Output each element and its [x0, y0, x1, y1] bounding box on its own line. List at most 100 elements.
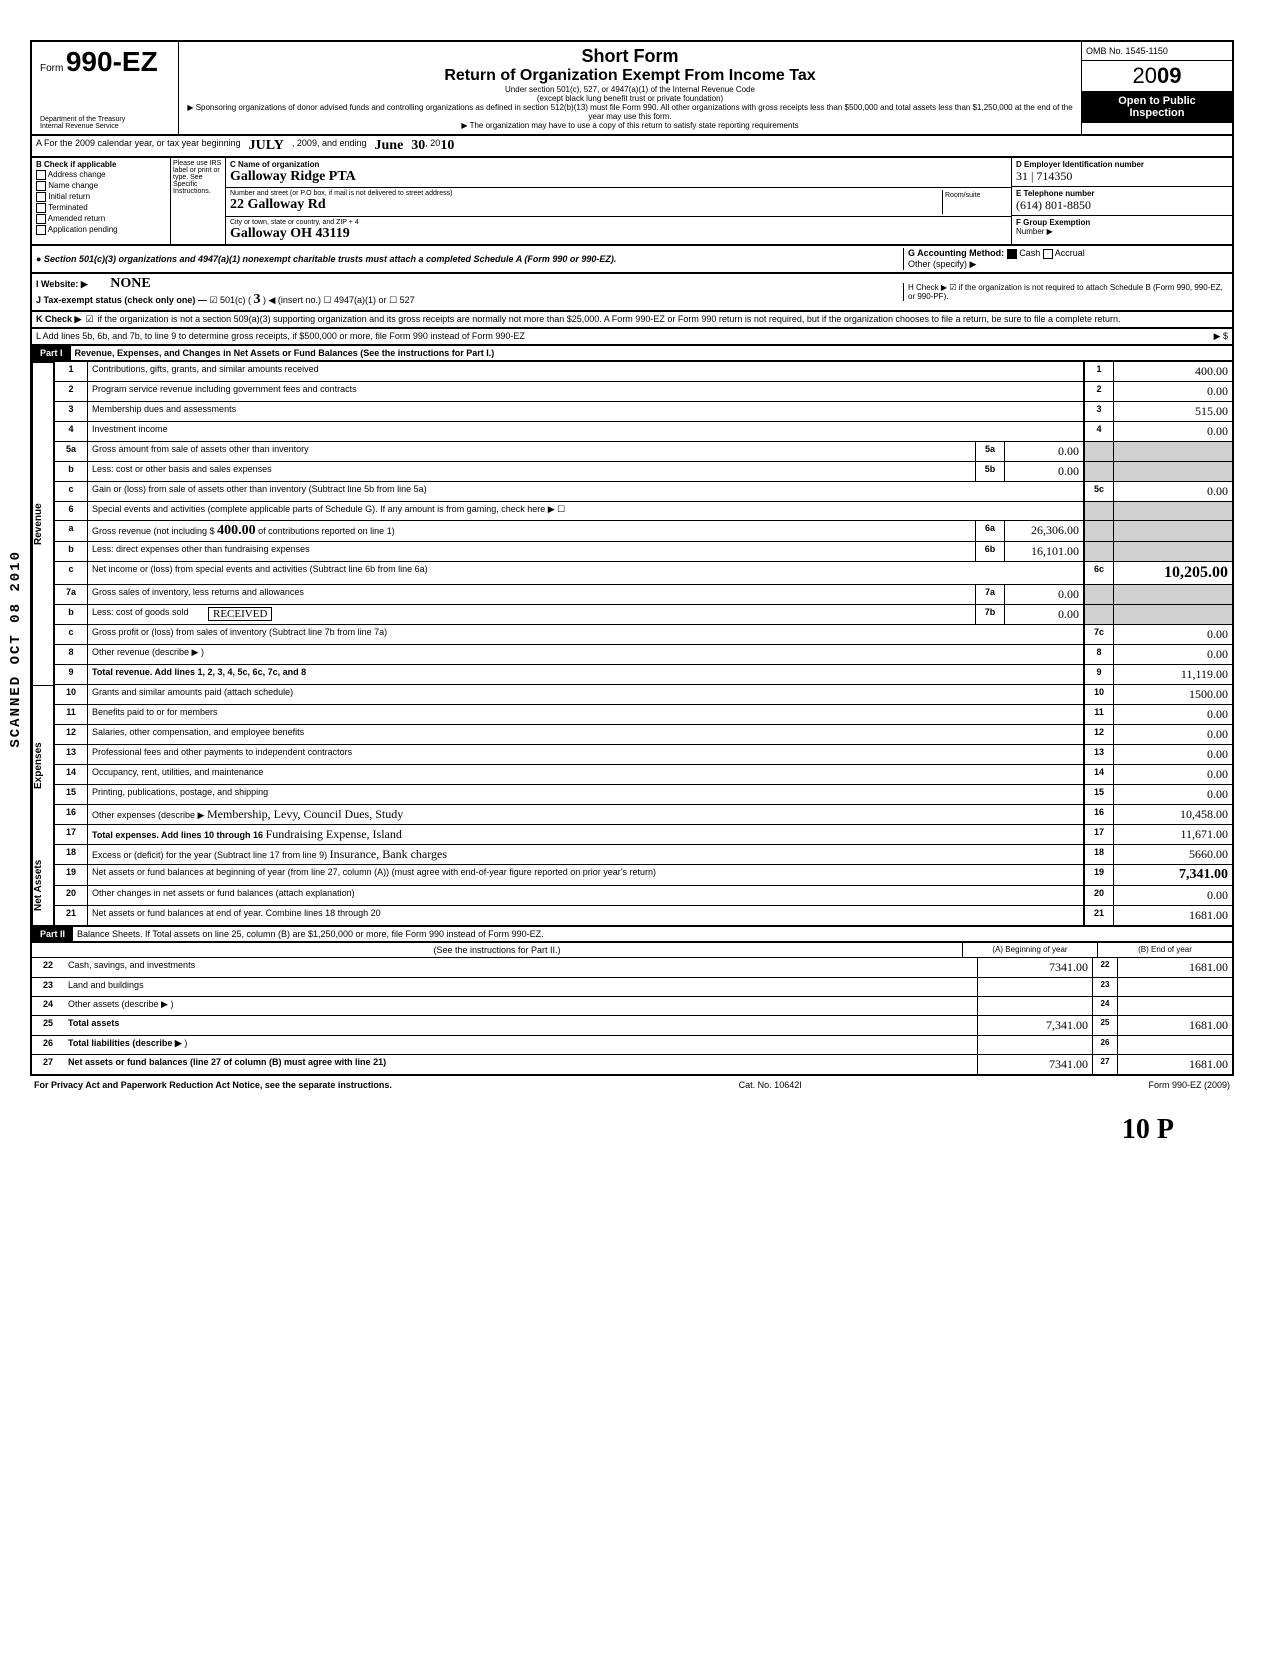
line24-desc: Other assets (describe ▶ [68, 999, 168, 1009]
app-pending: Application pending [48, 225, 118, 234]
line1-num: 1 [55, 362, 88, 381]
line19-desc: Net assets or fund balances at beginning… [88, 865, 1084, 885]
line10-amount: 1500.00 [1114, 685, 1232, 704]
line14-num: 14 [55, 765, 88, 784]
line24-box: 24 [1093, 997, 1118, 1015]
cat-no: Cat. No. 10642I [739, 1080, 802, 1090]
line20-num: 20 [55, 886, 88, 905]
terminated: Terminated [48, 203, 88, 212]
line5a-sub: 5a [975, 442, 1004, 461]
line12-box: 12 [1084, 725, 1114, 744]
line9-amount: 11,119.00 [1114, 665, 1232, 684]
name-change: Name change [48, 181, 98, 190]
j-527: ☐ 527 [389, 295, 415, 305]
line27-a: 7341.00 [978, 1055, 1093, 1074]
line2-num: 2 [55, 382, 88, 401]
begin-date-hw: JULY [249, 138, 284, 154]
address: 22 Galloway Rd [230, 197, 942, 213]
part1-header: Part I Revenue, Expenses, and Changes in… [30, 346, 1234, 362]
inspection: Inspection [1086, 107, 1228, 119]
year-09: 09 [1157, 63, 1181, 88]
line6a-num: a [55, 521, 88, 541]
line8-num: 8 [55, 645, 88, 664]
line6-shaded [1084, 502, 1114, 520]
part2-title: Balance Sheets. If Total assets on line … [73, 927, 548, 941]
line16-hw: Membership, Levy, Council Dues, Study [207, 807, 403, 821]
line6a-sub: 6a [975, 521, 1004, 541]
j-insert: ) ◀ (insert no.) [263, 295, 321, 305]
line7a-desc: Gross sales of inventory, less returns a… [88, 585, 975, 604]
line8-desc: Other revenue (describe ▶ [92, 647, 198, 657]
line3-desc: Membership dues and assessments [88, 402, 1084, 421]
name-change-checkbox[interactable] [36, 181, 46, 191]
line6b-num: b [55, 542, 88, 561]
line5a-subamt: 0.00 [1004, 442, 1084, 461]
form-prefix: Form [40, 63, 63, 74]
section-gh: ● Section 501(c)(3) organizations and 49… [30, 246, 1234, 274]
line26-desc2: ) [184, 1038, 187, 1048]
line16-amount: 10,458.00 [1114, 805, 1232, 824]
line16-box: 16 [1084, 805, 1114, 824]
l-arrow: ▶ $ [1214, 331, 1228, 342]
line6b-shaded [1084, 542, 1114, 561]
privacy-notice: For Privacy Act and Paperwork Reduction … [34, 1080, 392, 1090]
row-a-end-year: , 20 [425, 138, 440, 154]
line15-box: 15 [1084, 785, 1114, 804]
line4-amount: 0.00 [1114, 422, 1232, 441]
line17-box: 17 [1084, 825, 1114, 844]
app-pending-checkbox[interactable] [36, 225, 46, 235]
line7a-shaded [1084, 585, 1114, 604]
line15-desc: Printing, publications, postage, and shi… [88, 785, 1084, 804]
line2-box: 2 [1084, 382, 1114, 401]
line22-b: 1681.00 [1118, 958, 1232, 977]
line10-box: 10 [1084, 685, 1114, 704]
copy-note: ▶ The organization may have to use a cop… [187, 121, 1073, 130]
terminated-checkbox[interactable] [36, 203, 46, 213]
line7c-num: c [55, 625, 88, 644]
line1-box: 1 [1084, 362, 1114, 381]
line23-box: 23 [1093, 978, 1118, 996]
line5c-box: 5c [1084, 482, 1114, 501]
line5c-desc: Gain or (loss) from sale of assets other… [88, 482, 1084, 501]
accrual-checkbox[interactable] [1043, 249, 1053, 259]
line5a-num: 5a [55, 442, 88, 461]
line5b-shaded-amt [1114, 462, 1232, 481]
line10-num: 10 [55, 685, 88, 704]
line6a-hw: 400.00 [217, 523, 256, 538]
line11-desc: Benefits paid to or for members [88, 705, 1084, 724]
g-other: Other (specify) ▶ [908, 259, 1228, 270]
line25-b: 1681.00 [1118, 1016, 1232, 1035]
b-label: B Check if applicable [36, 160, 166, 169]
line11-box: 11 [1084, 705, 1114, 724]
line7b-shaded [1084, 605, 1114, 624]
city-state-zip: Galloway OH 43119 [230, 226, 1007, 242]
line22-a: 7341.00 [978, 958, 1093, 977]
line17-num: 17 [55, 825, 88, 844]
k-label: K Check ▶ [36, 314, 81, 325]
line21-amount: 1681.00 [1114, 906, 1232, 925]
end-month-hw: June [375, 138, 404, 154]
f-label: F Group Exemption [1016, 218, 1228, 227]
j-4947: ☐ 4947(a)(1) or [323, 295, 386, 305]
line6-num: 6 [55, 502, 88, 520]
line19-box: 19 [1084, 865, 1114, 885]
addr-label: Number and street (or P.O box, if mail i… [230, 190, 942, 197]
sponsor-note: ▶ Sponsoring organizations of donor advi… [187, 103, 1073, 121]
year-20: 20 [1133, 63, 1157, 88]
line14-desc: Occupancy, rent, utilities, and maintena… [88, 765, 1084, 784]
line6b-sub: 6b [975, 542, 1004, 561]
addr-change-checkbox[interactable] [36, 170, 46, 180]
cash-checkbox[interactable] [1007, 249, 1017, 259]
amended-checkbox[interactable] [36, 214, 46, 224]
initial-checkbox[interactable] [36, 192, 46, 202]
line6a-desc2: of contributions reported on line 1) [258, 526, 395, 536]
line18-box: 18 [1084, 845, 1114, 864]
end-year-hw: 10 [440, 138, 454, 154]
line7b-subamt: 0.00 [1004, 605, 1084, 624]
line5c-amount: 0.00 [1114, 482, 1232, 501]
expenses-vertical-label: Expenses [32, 685, 53, 845]
row-a: A For the 2009 calendar year, or tax yea… [30, 136, 1234, 158]
line4-desc: Investment income [88, 422, 1084, 441]
line10-desc: Grants and similar amounts paid (attach … [88, 685, 1084, 704]
line6b-desc: Less: direct expenses other than fundrai… [88, 542, 975, 561]
